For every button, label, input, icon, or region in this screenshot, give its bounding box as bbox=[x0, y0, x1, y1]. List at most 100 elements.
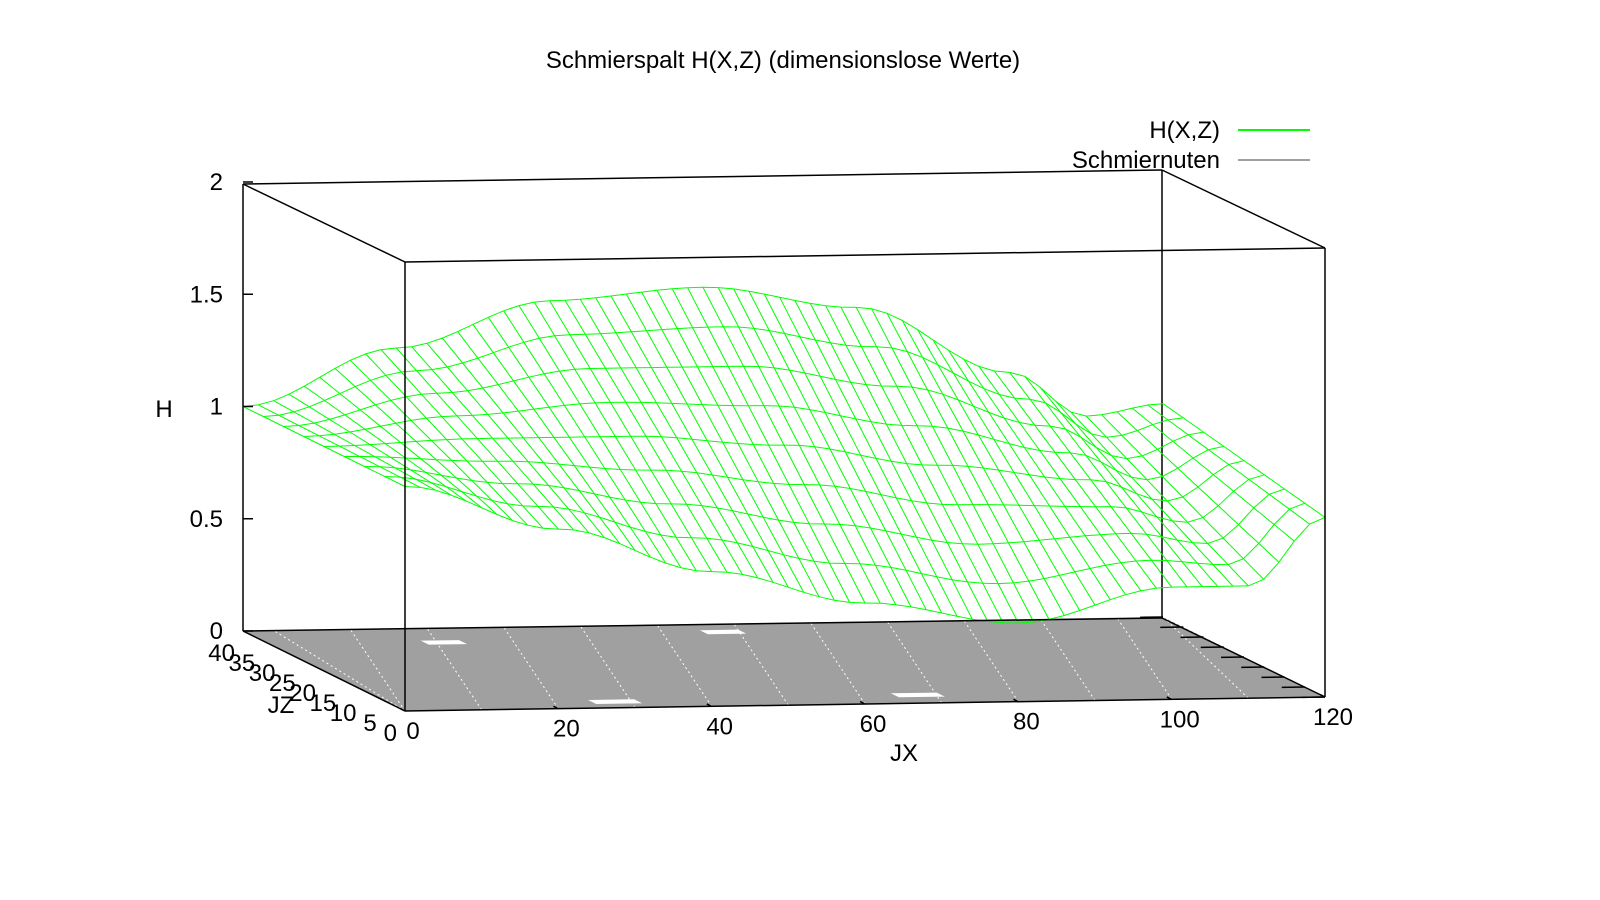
x-tick-label: 40 bbox=[706, 713, 733, 740]
groove-hatch-line bbox=[733, 623, 789, 706]
surface-line-z bbox=[1162, 403, 1326, 518]
y-axis-label: JZ bbox=[268, 692, 295, 719]
groove-hatch-line bbox=[809, 622, 866, 705]
x-tick-label: 120 bbox=[1313, 704, 1353, 731]
x-tick-label: 100 bbox=[1160, 706, 1200, 733]
surface-line-z bbox=[503, 310, 667, 564]
y-tick-label: 25 bbox=[269, 670, 296, 697]
surface-line-z bbox=[932, 339, 1096, 606]
z-tick-label: 1 bbox=[210, 394, 223, 421]
surface-line-z bbox=[1101, 414, 1265, 580]
surface-line-z bbox=[671, 288, 835, 601]
x-tick bbox=[859, 700, 866, 705]
groove-hatch-line bbox=[656, 624, 713, 707]
surface-line-z bbox=[258, 404, 421, 488]
groove-hatch-line bbox=[579, 625, 636, 708]
surface-line-z bbox=[625, 293, 789, 588]
surface-line-z bbox=[748, 290, 912, 608]
legend-label-surface: H(X,Z) bbox=[1149, 117, 1220, 144]
groove-mark bbox=[588, 699, 643, 704]
base-plane-fill bbox=[243, 617, 1325, 711]
surface-line-z bbox=[779, 297, 943, 614]
z-tick-label: 0.5 bbox=[190, 506, 223, 533]
x-tick bbox=[1013, 698, 1019, 703]
groove-hatch-line bbox=[1039, 618, 1096, 701]
surface-line-z bbox=[242, 406, 406, 487]
legend: H(X,Z) Schmiernuten bbox=[1072, 117, 1310, 174]
groove-hatch-line bbox=[273, 630, 406, 712]
surface-line-z bbox=[518, 305, 682, 569]
y-tick-label: 10 bbox=[330, 700, 357, 727]
surface-line-z bbox=[993, 370, 1157, 589]
chart-title: Schmierspalt H(X,Z) (dimensionslose Wert… bbox=[546, 47, 1020, 74]
surface-line-z bbox=[334, 368, 498, 515]
surface-line-z bbox=[579, 299, 743, 575]
x-tick bbox=[1166, 696, 1172, 701]
y-tick-label: 40 bbox=[208, 640, 235, 667]
surface-line-z bbox=[380, 349, 544, 529]
surface-line-z bbox=[426, 342, 590, 534]
surface-line-z bbox=[641, 291, 805, 593]
surface-line-z bbox=[411, 346, 575, 531]
groove-mark bbox=[420, 640, 468, 645]
surface-line-z bbox=[733, 288, 897, 605]
surface-line-z bbox=[1131, 407, 1295, 542]
surface-line-x bbox=[384, 476, 1305, 585]
surface-line-z bbox=[1085, 415, 1249, 587]
surface-line-z bbox=[1009, 372, 1173, 588]
z-tick-label: 1.5 bbox=[190, 281, 223, 308]
x-tick-label: 0 bbox=[406, 718, 419, 745]
surface-line-z bbox=[549, 300, 713, 572]
surface-line-z bbox=[349, 359, 513, 521]
x-tick bbox=[553, 705, 559, 710]
surface-line-x bbox=[242, 286, 1164, 417]
surface-line-z bbox=[564, 300, 728, 573]
surface-line-z bbox=[319, 376, 483, 509]
surface-line-z bbox=[825, 305, 989, 622]
surface-line-z bbox=[1116, 411, 1280, 563]
surface-wireframe bbox=[242, 286, 1326, 624]
y-tick-label: 30 bbox=[249, 660, 276, 687]
surface-line-z bbox=[963, 358, 1127, 595]
surface-line-z bbox=[1055, 400, 1219, 587]
surface-line-z bbox=[457, 331, 621, 544]
surface-line-z bbox=[763, 293, 927, 611]
surface-line-z bbox=[395, 347, 559, 530]
surface-line-z bbox=[273, 400, 436, 491]
surface-line-z bbox=[441, 337, 605, 538]
groove-hatch-line bbox=[886, 620, 943, 704]
x-tick-label: 20 bbox=[553, 716, 580, 743]
groove-mark bbox=[890, 692, 945, 698]
surface-line-z bbox=[533, 301, 697, 572]
x-tick-label: 80 bbox=[1013, 709, 1040, 736]
surface-line-z bbox=[1039, 387, 1203, 587]
z-tick-label: 2 bbox=[210, 169, 223, 196]
z-axis-label: H bbox=[155, 396, 172, 423]
groove-mark bbox=[699, 629, 747, 635]
groove-hatch-line bbox=[349, 629, 406, 712]
surface-line-z bbox=[595, 297, 759, 579]
surface-line-z bbox=[365, 353, 529, 526]
surface-line-z bbox=[855, 307, 1019, 624]
y-tick-label: 5 bbox=[363, 710, 376, 737]
y-tick-label: 35 bbox=[229, 650, 256, 677]
surface-line-z bbox=[472, 324, 636, 551]
surface-line-z bbox=[886, 313, 1050, 620]
surface-line-z bbox=[871, 308, 1035, 623]
groove-hatch-line bbox=[1116, 617, 1173, 700]
x-tick bbox=[399, 707, 406, 712]
surface-line-z bbox=[1147, 404, 1310, 525]
surface-line-z bbox=[288, 393, 452, 496]
x-axis-label: JX bbox=[890, 740, 918, 767]
surface-line-z bbox=[978, 366, 1142, 592]
z-tick-label: 0 bbox=[210, 618, 223, 645]
surface-line-z bbox=[901, 320, 1065, 616]
groove-hatch-line bbox=[503, 626, 559, 709]
x-tick bbox=[706, 703, 712, 708]
groove-hatch-line bbox=[963, 619, 1019, 702]
surface-line-z bbox=[794, 300, 958, 617]
surface-line-z bbox=[809, 303, 973, 620]
y-tick-label: 20 bbox=[289, 680, 316, 707]
surface-line-z bbox=[917, 329, 1081, 611]
